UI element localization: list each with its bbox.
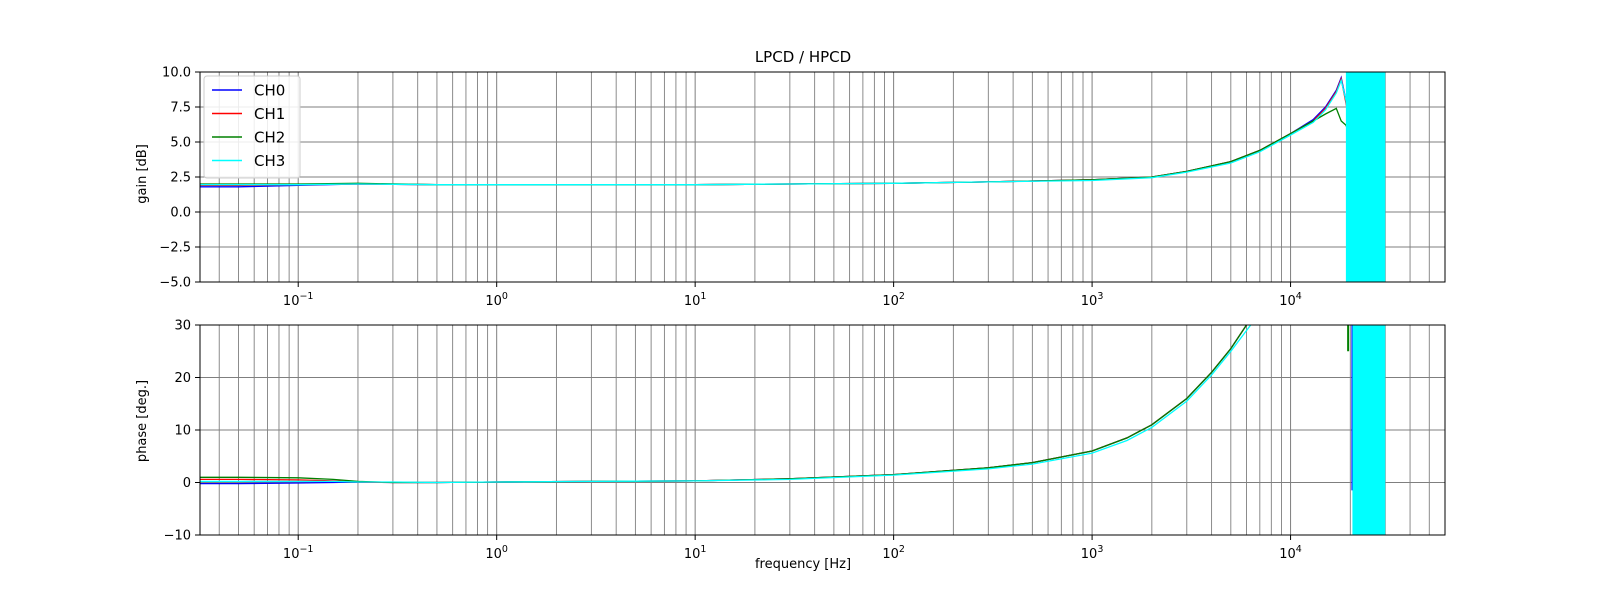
y-tick-label: −10	[164, 529, 191, 544]
y-tick-label: 10.0	[162, 66, 191, 81]
noise-band	[1345, 72, 1386, 282]
plot-area	[200, 72, 1386, 282]
y-tick-label: 5.0	[170, 136, 191, 151]
noise-band	[1352, 325, 1386, 535]
y-tick-label: −5.0	[159, 276, 191, 291]
chart-title: LPCD / HPCD	[755, 48, 851, 66]
legend-label-ch3: CH3	[254, 152, 285, 170]
legend-label-ch1: CH1	[254, 105, 285, 123]
legend: CH0 CH1 CH2 CH3	[203, 75, 301, 179]
y-tick-label: 7.5	[170, 101, 191, 116]
legend-label-ch0: CH0	[254, 82, 285, 100]
series-line-ch3	[200, 78, 1364, 282]
axes-frame	[199, 324, 1446, 536]
legend-box	[203, 75, 301, 179]
y-tick-label: 2.5	[170, 171, 191, 186]
gain-panel: 10−1 100 101 102 103 104−5.0−2.50.02.55.07.51…	[159, 66, 1446, 309]
x-axis-label: frequency [Hz]	[755, 557, 851, 572]
plot-area	[200, 325, 1386, 535]
y-tick-label: 10	[174, 424, 191, 439]
phase-y-axis-label: phase [deg.]	[135, 380, 150, 462]
series-line-ch3	[200, 325, 1252, 484]
y-tick-label: 0.0	[170, 206, 191, 221]
y-tick-label: 30	[174, 319, 191, 334]
y-tick-label: −2.5	[159, 241, 191, 256]
y-tick-label: 0	[183, 476, 191, 491]
axes-frame	[199, 71, 1446, 283]
y-tick-label: 20	[174, 371, 191, 386]
legend-label-ch2: CH2	[254, 129, 285, 147]
gain-y-axis-label: gain [dB]	[135, 144, 150, 204]
